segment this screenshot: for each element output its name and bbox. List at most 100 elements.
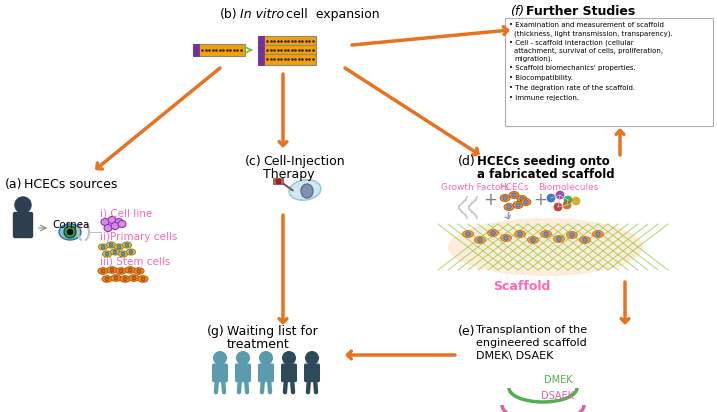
Ellipse shape (120, 276, 130, 282)
Ellipse shape (488, 229, 498, 236)
Circle shape (214, 352, 227, 364)
Circle shape (563, 201, 571, 209)
Ellipse shape (98, 268, 108, 274)
Circle shape (114, 276, 118, 280)
Text: • The degration rate of the scaffold.: • The degration rate of the scaffold. (509, 84, 635, 91)
Circle shape (110, 268, 114, 272)
Ellipse shape (107, 267, 117, 273)
Ellipse shape (448, 218, 643, 276)
Text: Scaffold: Scaffold (493, 280, 551, 293)
Text: attachment, survival of cells, proliferation,: attachment, survival of cells, prolifera… (514, 47, 663, 54)
Ellipse shape (125, 267, 135, 273)
Ellipse shape (118, 220, 126, 227)
Text: • Cell - scaffold interaction (cellular: • Cell - scaffold interaction (cellular (509, 40, 634, 46)
Ellipse shape (500, 234, 511, 241)
Bar (193, 44, 245, 56)
Ellipse shape (541, 230, 551, 237)
Circle shape (141, 277, 145, 281)
Bar (505, 18, 713, 126)
FancyBboxPatch shape (259, 364, 273, 382)
Circle shape (466, 232, 470, 236)
Text: (a): (a) (5, 178, 22, 191)
Text: +: + (483, 191, 497, 209)
Circle shape (123, 277, 127, 281)
Ellipse shape (521, 199, 531, 206)
Text: HCECs: HCECs (499, 183, 528, 192)
Ellipse shape (592, 230, 604, 237)
Text: • Scaffold biomechanics' properties.: • Scaffold biomechanics' properties. (509, 65, 636, 70)
FancyBboxPatch shape (282, 364, 296, 382)
Circle shape (507, 205, 511, 209)
Text: (e): (e) (458, 325, 475, 338)
Circle shape (128, 268, 132, 272)
Ellipse shape (107, 242, 115, 248)
FancyBboxPatch shape (305, 364, 319, 382)
Circle shape (547, 194, 555, 202)
Text: HCECs sources: HCECs sources (24, 178, 118, 191)
Ellipse shape (462, 230, 473, 237)
Circle shape (504, 236, 508, 240)
Ellipse shape (566, 232, 577, 239)
Text: HCECs seeding onto: HCECs seeding onto (477, 155, 609, 168)
Text: Waiting list for: Waiting list for (227, 325, 318, 338)
Ellipse shape (129, 275, 139, 281)
Circle shape (531, 238, 535, 242)
Ellipse shape (134, 268, 144, 274)
Text: (b): (b) (220, 8, 237, 21)
Ellipse shape (116, 268, 126, 274)
Bar (258, 54, 264, 65)
Circle shape (101, 269, 105, 273)
Circle shape (596, 232, 600, 236)
Circle shape (117, 245, 121, 249)
Ellipse shape (104, 225, 112, 232)
Circle shape (503, 196, 507, 200)
Text: (thickness, light transmission, transparency).: (thickness, light transmission, transpar… (514, 30, 673, 37)
Circle shape (556, 191, 564, 199)
Circle shape (282, 352, 295, 364)
Ellipse shape (103, 251, 112, 257)
Ellipse shape (59, 224, 81, 240)
Bar (193, 44, 199, 56)
Ellipse shape (515, 230, 526, 237)
Circle shape (557, 237, 561, 241)
Ellipse shape (126, 249, 136, 255)
Ellipse shape (108, 216, 116, 223)
Bar (258, 44, 264, 56)
Text: +: + (533, 191, 547, 209)
Ellipse shape (110, 249, 120, 255)
Ellipse shape (301, 184, 313, 198)
Text: • Examination and measurement of scaffold: • Examination and measurement of scaffol… (509, 22, 664, 28)
Text: Cell-Injection: Cell-Injection (263, 155, 345, 168)
Text: i) Cell line: i) Cell line (100, 208, 152, 218)
Bar (258, 54, 316, 65)
Ellipse shape (102, 276, 112, 282)
Ellipse shape (579, 236, 591, 243)
Circle shape (125, 243, 129, 247)
Bar (258, 35, 316, 47)
FancyBboxPatch shape (236, 364, 250, 382)
Ellipse shape (101, 218, 109, 225)
Circle shape (105, 252, 109, 256)
Text: • Biocompatibility.: • Biocompatibility. (509, 75, 573, 80)
Circle shape (518, 232, 522, 236)
Bar (258, 44, 316, 56)
Bar (273, 178, 283, 184)
Ellipse shape (475, 236, 485, 243)
Circle shape (570, 233, 574, 237)
Ellipse shape (513, 201, 523, 208)
Text: DMEK\ DSAEK: DMEK\ DSAEK (476, 351, 554, 361)
Text: In vitro: In vitro (240, 8, 284, 21)
Ellipse shape (500, 194, 510, 201)
Text: Growth Factors: Growth Factors (441, 183, 509, 192)
Text: ii)Primary cells: ii)Primary cells (100, 232, 177, 242)
Circle shape (543, 232, 549, 236)
Ellipse shape (123, 242, 131, 248)
Circle shape (583, 238, 587, 242)
Text: • Immune rejection.: • Immune rejection. (509, 94, 579, 101)
Circle shape (572, 197, 580, 205)
Ellipse shape (118, 251, 128, 257)
Text: DMEK: DMEK (543, 375, 572, 385)
Bar (258, 35, 264, 47)
Ellipse shape (504, 204, 514, 211)
Text: Cornea: Cornea (52, 220, 90, 230)
